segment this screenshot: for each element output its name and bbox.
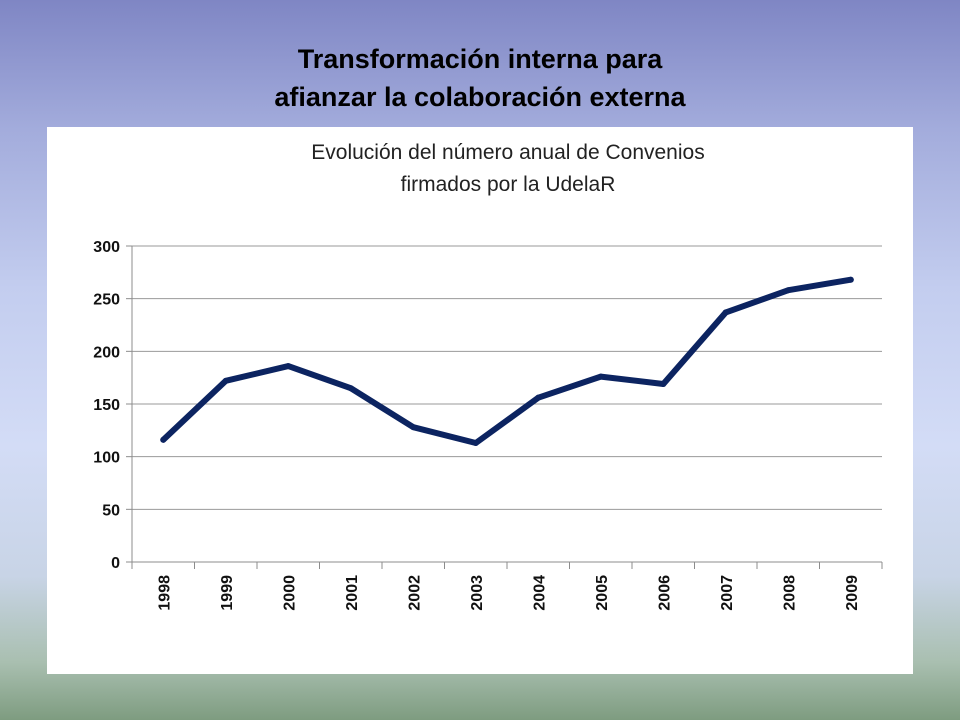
y-tick-label: 250 (93, 292, 120, 309)
line-chart: Evolución del número anual de Convenios … (93, 141, 883, 611)
data-point (597, 373, 604, 380)
slide-title-line-1: Transformación interna para (297, 44, 663, 74)
gridlines (132, 245, 882, 510)
chart-title-line-2: firmados por la UdelaR (401, 173, 616, 196)
y-tick-label: 100 (93, 450, 120, 467)
x-tick-label: 2002 (406, 575, 423, 611)
x-tick-label: 2005 (594, 575, 611, 611)
data-point (785, 287, 792, 294)
x-tick-label: 1998 (156, 575, 173, 611)
slide-title-line-2: afianzar la colaboración externa (274, 82, 686, 112)
axes (126, 245, 883, 569)
y-tick-label: 200 (93, 344, 120, 361)
slide-title: Transformación interna para afianzar la … (0, 40, 960, 116)
data-point (160, 436, 167, 443)
data-point (472, 439, 479, 446)
data-point (410, 424, 417, 431)
data-point (347, 385, 354, 392)
chart-title-line-1: Evolución del número anual de Convenios (311, 141, 704, 164)
y-tick-label: 50 (102, 502, 120, 519)
y-tick-label: 300 (93, 239, 120, 256)
data-point (535, 394, 542, 401)
series-layer (160, 276, 854, 446)
x-tick-label: 2008 (781, 575, 798, 611)
x-tick-label: 1999 (219, 575, 236, 611)
y-tick-label: 0 (111, 555, 120, 572)
x-tick-label: 2000 (281, 575, 298, 611)
data-point (722, 309, 729, 316)
chart-panel: Evolución del número anual de Convenios … (47, 127, 913, 674)
data-point (285, 363, 292, 370)
data-point (222, 377, 229, 384)
x-tick-label: 2007 (719, 575, 736, 611)
x-tick-label: 2003 (469, 575, 486, 611)
data-point (847, 276, 854, 283)
x-tick-label: 2006 (656, 575, 673, 611)
y-tick-label: 150 (93, 397, 120, 414)
series-line (160, 276, 854, 446)
tick-labels: 0 50 100 150 200 250 300 1998 1999 2000 2001 2002 20… (93, 239, 860, 611)
data-point (660, 380, 667, 387)
x-tick-label: 2009 (844, 575, 861, 611)
x-tick-label: 2004 (531, 575, 548, 611)
x-tick-label: 2001 (344, 575, 361, 611)
